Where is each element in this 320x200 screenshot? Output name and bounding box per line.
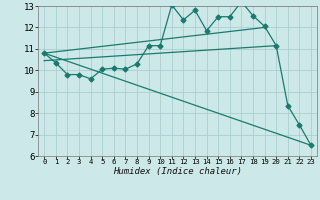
X-axis label: Humidex (Indice chaleur): Humidex (Indice chaleur) [113,167,242,176]
